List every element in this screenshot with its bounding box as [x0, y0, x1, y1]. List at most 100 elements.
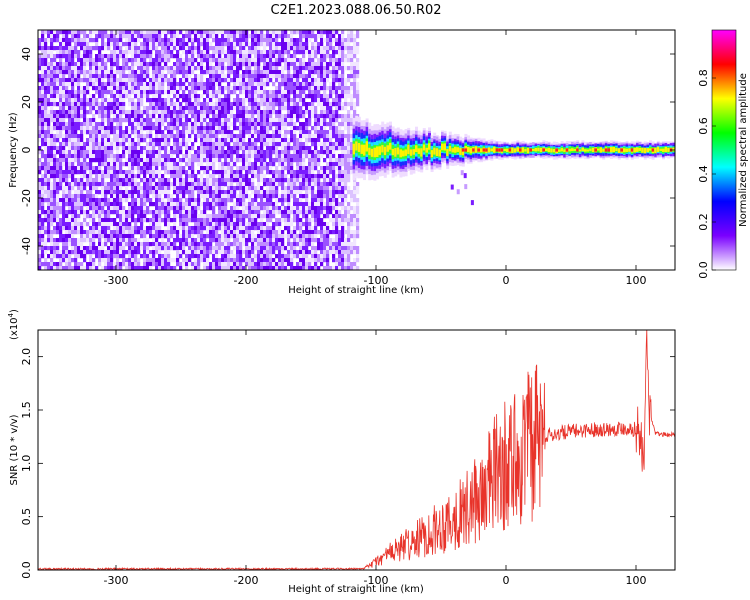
- heatmap-cell: [182, 142, 186, 147]
- heatmap-cell: [263, 34, 267, 39]
- heatmap-cell: [278, 110, 282, 115]
- heatmap-cell: [308, 218, 312, 223]
- heatmap-cell: [266, 118, 270, 123]
- heatmap-cell: [164, 142, 168, 147]
- heatmap-cell: [119, 174, 123, 179]
- heatmap-cell: [269, 98, 273, 103]
- heatmap-cell: [89, 82, 93, 87]
- heatmap-cell: [74, 218, 78, 223]
- heatmap-cell: [227, 46, 231, 51]
- heatmap-cell: [113, 250, 117, 255]
- heatmap-cell: [143, 182, 147, 187]
- heatmap-cell: [59, 218, 63, 223]
- heatmap-cell: [296, 214, 300, 219]
- heatmap-cell: [161, 262, 165, 267]
- heatmap-cell: [227, 170, 231, 175]
- heatmap-cell: [107, 214, 111, 219]
- heatmap-cell: [71, 106, 75, 111]
- heatmap-cell: [236, 38, 240, 43]
- heatmap-cell: [158, 38, 162, 43]
- heatmap-cell: [185, 222, 189, 227]
- heatmap-cell: [209, 198, 213, 203]
- heatmap-cell: [95, 194, 99, 199]
- heatmap-cell: [281, 54, 285, 59]
- heatmap-cell: [116, 110, 120, 115]
- heatmap-cell: [128, 246, 132, 251]
- heatmap-cell: [116, 250, 120, 255]
- heatmap-cell: [275, 170, 279, 175]
- heatmap-cell: [122, 78, 126, 83]
- heatmap-cell: [77, 250, 81, 255]
- heatmap-cell: [59, 146, 63, 151]
- heatmap-cell: [317, 138, 321, 143]
- heatmap-cell: [227, 238, 231, 243]
- heatmap-cell: [209, 266, 213, 270]
- heatmap-cell: [137, 66, 141, 71]
- heatmap-cell: [233, 146, 237, 151]
- heatmap-cell: [209, 42, 213, 47]
- heatmap-cell: [155, 210, 159, 215]
- heatmap-cell: [215, 194, 219, 199]
- heatmap-cell: [221, 246, 225, 251]
- heatmap-cell: [65, 142, 69, 147]
- heatmap-cell: [164, 126, 168, 131]
- heatmap-cell: [215, 118, 219, 123]
- heatmap-cell: [200, 250, 204, 255]
- heatmap-cell: [41, 190, 45, 195]
- heatmap-cell: [311, 30, 315, 35]
- heatmap-cell: [68, 186, 72, 191]
- heatmap-cell: [209, 118, 213, 123]
- heatmap-cell: [110, 202, 114, 207]
- heatmap-cell: [59, 114, 63, 119]
- heatmap-cell: [233, 50, 237, 55]
- heatmap-cell: [116, 98, 120, 103]
- heatmap-cell: [206, 58, 210, 63]
- heatmap-cell: [95, 214, 99, 219]
- heatmap-cell: [260, 246, 264, 251]
- heatmap-cell: [218, 50, 222, 55]
- heatmap-cell: [140, 50, 144, 55]
- heatmap-cell: [281, 198, 285, 203]
- heatmap-cell: [56, 146, 60, 151]
- heatmap-cell: [137, 114, 141, 119]
- heatmap-cell: [140, 214, 144, 219]
- heatmap-cell: [290, 242, 294, 247]
- heatmap-cell: [59, 226, 63, 231]
- heatmap-cell: [131, 110, 135, 115]
- heatmap-cell: [284, 258, 288, 263]
- heatmap-cell: [167, 186, 171, 191]
- heatmap-cell: [71, 174, 75, 179]
- heatmap-cell: [71, 162, 75, 167]
- heatmap-cell: [317, 198, 321, 203]
- heatmap-cell: [173, 158, 177, 163]
- heatmap-cell: [206, 222, 210, 227]
- heatmap-cell: [74, 262, 78, 267]
- heatmap-cell: [284, 82, 288, 87]
- heatmap-cell: [236, 102, 240, 107]
- heatmap-cell: [215, 146, 219, 151]
- heatmap-cell: [296, 166, 300, 171]
- heatmap-cell: [155, 58, 159, 63]
- heatmap-cell: [263, 182, 267, 187]
- heatmap-cell: [128, 218, 132, 223]
- heatmap-cell: [170, 182, 174, 187]
- heatmap-cell: [194, 46, 198, 51]
- heatmap-cell: [308, 146, 312, 151]
- heatmap-cell: [206, 194, 210, 199]
- heatmap-cell: [116, 134, 120, 139]
- heatmap-cell: [164, 182, 168, 187]
- heatmap-cell: [287, 262, 291, 267]
- heatmap-cell: [158, 54, 162, 59]
- heatmap-cell: [62, 114, 66, 119]
- heatmap-cell: [212, 198, 216, 203]
- heatmap-cell: [254, 154, 258, 159]
- heatmap-cell: [164, 266, 168, 270]
- heatmap-cell: [98, 262, 102, 267]
- heatmap-cell: [116, 150, 120, 155]
- heatmap-cell: [95, 146, 99, 151]
- heatmap-cell: [185, 154, 189, 159]
- heatmap-cell: [104, 54, 108, 59]
- heatmap-cell: [104, 262, 108, 267]
- heatmap-cell: [311, 174, 315, 179]
- heatmap-cell: [302, 90, 306, 95]
